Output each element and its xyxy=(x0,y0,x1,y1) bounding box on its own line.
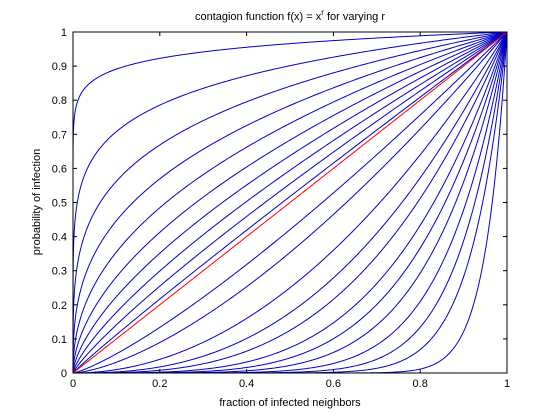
chart-title-superscript: r xyxy=(321,8,324,17)
x-tick-label: 0.4 xyxy=(239,378,254,390)
curve-r-3 xyxy=(73,31,508,374)
x-tick-label: 1 xyxy=(504,378,510,390)
curve-r-0_35 xyxy=(72,31,508,373)
chart-title: contagion function f(x) = xr for varying… xyxy=(195,8,385,23)
y-tick-label: 0.1 xyxy=(52,334,67,346)
curve-r-0_25 xyxy=(72,31,508,373)
chart-title-main: contagion function f(x) = x xyxy=(195,11,322,23)
curve-r-0_45 xyxy=(72,31,508,373)
y-axis-label: probability of infection xyxy=(31,149,43,255)
y-tick-label: 0.5 xyxy=(52,198,67,210)
y-tick-label: 0.9 xyxy=(52,61,67,73)
x-ticks-group: 0 0.2 0.4 0.6 0.8 1 xyxy=(70,32,510,390)
y-tick-label: 0.7 xyxy=(52,129,67,141)
curve-r-1_5 xyxy=(72,31,508,374)
curve-r-0_55 xyxy=(72,31,508,373)
curve-r-0_85 xyxy=(72,31,508,374)
y-tick-label: 0.2 xyxy=(52,300,67,312)
y-tick-label: 0.4 xyxy=(52,232,67,244)
y-tick-label: 0.3 xyxy=(52,266,67,278)
x-tick-label: 0.6 xyxy=(326,378,341,390)
x-tick-label: 0.2 xyxy=(152,378,167,390)
x-tick-label: 0 xyxy=(70,378,76,390)
curve-r-0_65 xyxy=(72,31,508,373)
x-tick-label: 0.8 xyxy=(413,378,428,390)
curve-r-1 xyxy=(72,31,508,374)
y-tick-label: 1 xyxy=(61,27,67,39)
y-tick-label: 0 xyxy=(61,368,67,380)
y-tick-label: 0.8 xyxy=(52,95,67,107)
curve-r-1_25 xyxy=(72,31,508,374)
curve-r-0_15 xyxy=(72,31,508,373)
chart-title-suffix: for varying r xyxy=(324,11,385,23)
curve-r-0_95 xyxy=(72,31,508,374)
curve-r-2_5 xyxy=(73,31,508,374)
curve-r-0_75 xyxy=(72,31,508,374)
curve-r-2 xyxy=(73,31,508,374)
y-tick-label: 0.6 xyxy=(52,163,67,175)
x-axis-label: fraction of infected neighbors xyxy=(219,397,361,409)
y-ticks-group: 0 0.1 0.2 0.3 0.4 0.5 0.6 0.7 0.8 0.9 1 xyxy=(52,27,507,380)
curve-r-0_05 xyxy=(72,31,508,373)
